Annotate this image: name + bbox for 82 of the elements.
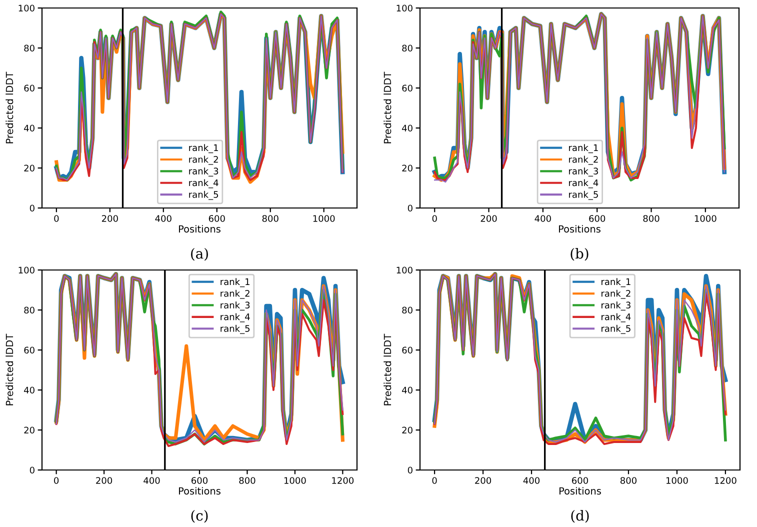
x-tick-label: 1000 <box>694 215 716 222</box>
y-tick-label: 60 <box>402 346 412 354</box>
legend-label: rank_5 <box>569 190 598 200</box>
legend-label: rank_2 <box>189 156 218 165</box>
x-axis-title: Positions <box>179 487 220 495</box>
x-tick-label: 600 <box>208 215 225 222</box>
y-tick-label: 100 <box>396 266 412 274</box>
y-tick-label: 40 <box>402 124 412 132</box>
y-axis-title: Predicted lDDT <box>6 334 14 406</box>
y-tick-label: 60 <box>402 84 412 92</box>
y-tick-label: 100 <box>18 4 34 12</box>
y-axis-title: Predicted lDDT <box>384 72 392 144</box>
x-tick-label: 1000 <box>313 215 335 222</box>
legend-label: rank_4 <box>569 179 598 188</box>
x-tick-label: 800 <box>262 215 278 222</box>
x-tick-label: 0 <box>432 477 437 484</box>
text: (c) <box>191 510 208 523</box>
legend-label: rank_1 <box>220 278 250 288</box>
x-tick-label: 800 <box>620 477 636 484</box>
legend-label: rank_4 <box>602 313 631 322</box>
legend-label: rank_4 <box>220 313 250 322</box>
x-axis-title: Positions <box>560 487 601 495</box>
x-tick-label: 0 <box>54 477 59 484</box>
y-tick-label: 40 <box>402 386 412 394</box>
x-axis-title: Positions <box>179 225 220 233</box>
y-tick-label: 40 <box>24 386 34 394</box>
y-tick-label: 100 <box>396 4 412 12</box>
x-tick-label: 1200 <box>714 477 736 484</box>
text: (d) <box>571 510 589 523</box>
y-tick-label: 20 <box>24 164 34 172</box>
y-axis-title: Predicted lDDT <box>384 334 392 406</box>
x-tick-label: 1200 <box>332 477 354 484</box>
y-tick-label: 60 <box>24 84 34 92</box>
legend-label: rank_1 <box>569 144 598 154</box>
x-tick-label: 600 <box>589 215 606 222</box>
y-tick-label: 20 <box>402 164 412 172</box>
x-tick-label: 600 <box>572 477 588 484</box>
x-axis-title: Positions <box>559 225 600 233</box>
x-tick-label: 800 <box>643 215 660 222</box>
x-tick-label: 200 <box>96 477 112 484</box>
legend-label: rank_2 <box>602 290 630 299</box>
text: (b) <box>570 248 588 261</box>
legend-label: rank_3 <box>220 302 250 311</box>
x-tick-label: 200 <box>480 215 497 222</box>
legend-label: rank_3 <box>602 302 630 311</box>
y-tick-label: 0 <box>408 204 412 212</box>
y-axis-title: Predicted lDDT <box>6 72 14 144</box>
y-tick-label: 80 <box>24 44 34 52</box>
x-tick-label: 1000 <box>666 477 688 484</box>
y-tick-label: 80 <box>402 44 412 52</box>
legend-label: rank_5 <box>602 324 630 334</box>
y-tick-label: 40 <box>24 124 34 132</box>
x-tick-label: 400 <box>534 215 551 222</box>
y-tick-label: 0 <box>408 466 412 474</box>
x-tick-label: 0 <box>432 215 437 222</box>
y-tick-label: 20 <box>402 426 412 434</box>
x-tick-label: 200 <box>102 215 118 222</box>
x-tick-label: 800 <box>239 477 256 484</box>
legend-label: rank_4 <box>189 179 218 188</box>
y-tick-label: 80 <box>24 306 34 314</box>
legend-label: rank_3 <box>569 167 598 176</box>
x-tick-label: 400 <box>144 477 160 484</box>
legend-label: rank_2 <box>220 290 250 299</box>
legend-label: rank_2 <box>569 156 598 165</box>
y-tick-label: 20 <box>24 426 34 434</box>
y-tick-label: 0 <box>30 466 34 474</box>
x-tick-label: 400 <box>523 477 540 484</box>
y-tick-label: 0 <box>30 204 34 212</box>
x-tick-label: 1000 <box>284 477 306 484</box>
legend-label: rank_1 <box>189 144 218 154</box>
y-tick-label: 60 <box>24 346 34 354</box>
x-tick-label: 200 <box>475 477 492 484</box>
x-tick-label: 600 <box>192 477 208 484</box>
y-tick-label: 100 <box>18 266 34 274</box>
legend-label: rank_5 <box>220 324 250 334</box>
text: (a) <box>191 248 208 261</box>
x-tick-label: 0 <box>54 215 59 222</box>
legend-label: rank_3 <box>189 167 218 176</box>
legend-label: rank_5 <box>189 190 218 200</box>
y-tick-label: 80 <box>402 306 412 314</box>
x-tick-label: 400 <box>155 215 172 222</box>
legend-label: rank_1 <box>602 278 630 288</box>
